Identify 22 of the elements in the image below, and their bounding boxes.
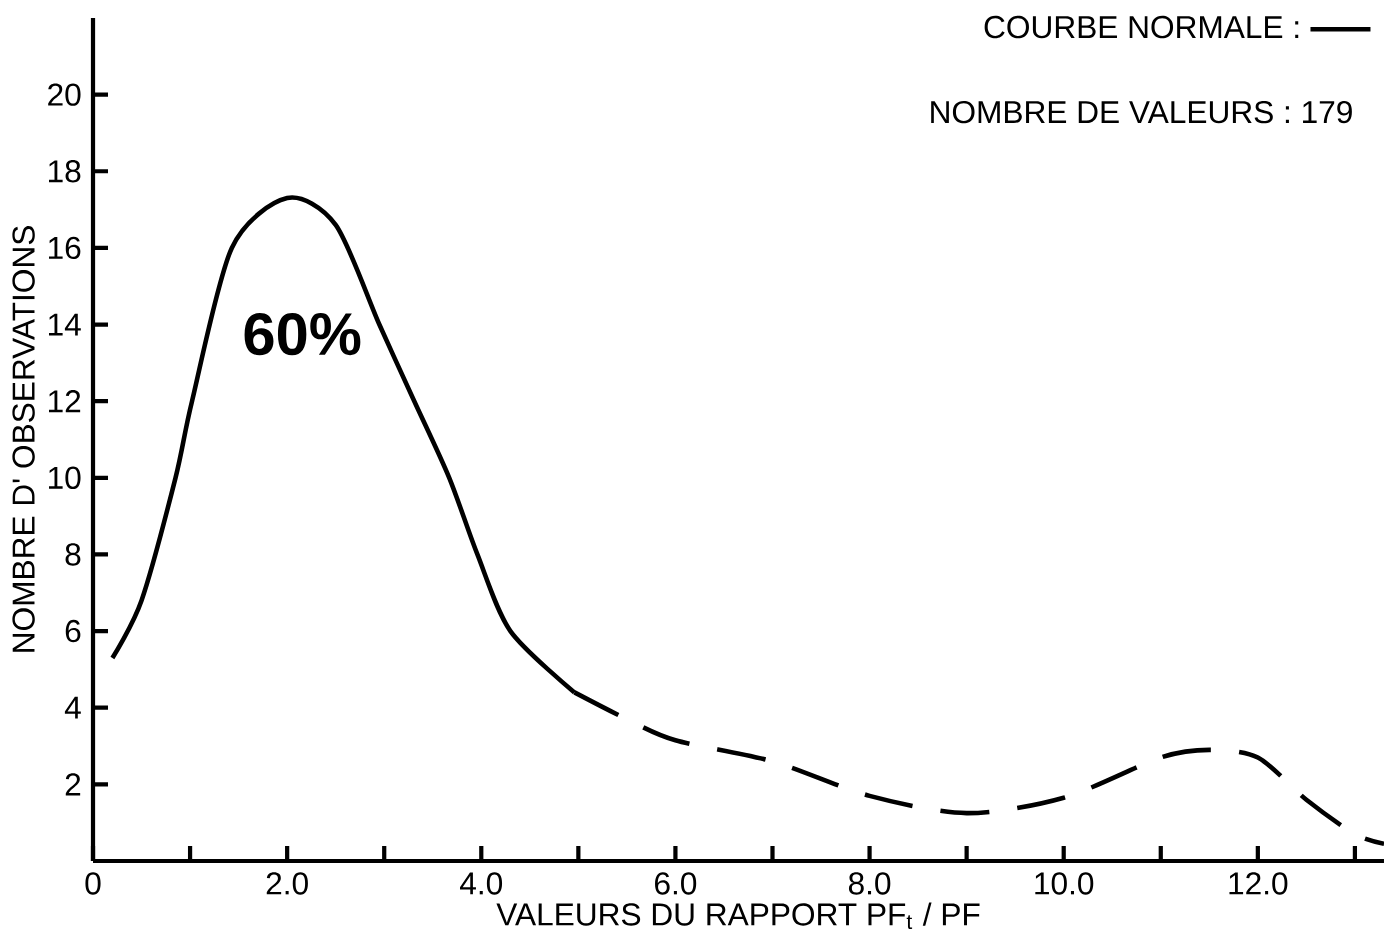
x-tick-label: 6.0 xyxy=(655,872,697,895)
y-tick-label: 8 xyxy=(65,543,81,566)
y-axis-title: NOMBRE D' OBSERVATIONS xyxy=(12,226,35,652)
y-tick-label: 16 xyxy=(49,236,81,260)
y-tick-label: 12 xyxy=(49,390,81,413)
annotation: 60% xyxy=(244,312,361,356)
x-tick-label: 4.0 xyxy=(460,872,503,895)
y-tick-label: 6 xyxy=(65,619,81,643)
x-tick-label: 0 xyxy=(85,872,101,895)
x-tick-label: 2.0 xyxy=(266,872,308,895)
legend-label: COURBE NORMALE : xyxy=(984,15,1299,39)
y-tick-label: 14 xyxy=(49,313,81,336)
y-tick-label: 20 xyxy=(48,83,81,106)
x-axis-title: VALEURS DU RAPPORT PF$_{t}$ / PF xyxy=(496,902,980,930)
y-tick-label: 10 xyxy=(49,466,81,490)
y-tick-label: 2 xyxy=(65,773,81,796)
x-tick-label: 8.0 xyxy=(848,872,891,895)
x-tick-label: 12.0 xyxy=(1229,872,1288,895)
x-tick-label: 10.0 xyxy=(1035,872,1094,895)
y-tick-label: 18 xyxy=(49,160,81,183)
y-tick-label: 4 xyxy=(64,696,81,719)
annotation: NOMBRE DE VALEURS : 179 xyxy=(931,100,1352,124)
